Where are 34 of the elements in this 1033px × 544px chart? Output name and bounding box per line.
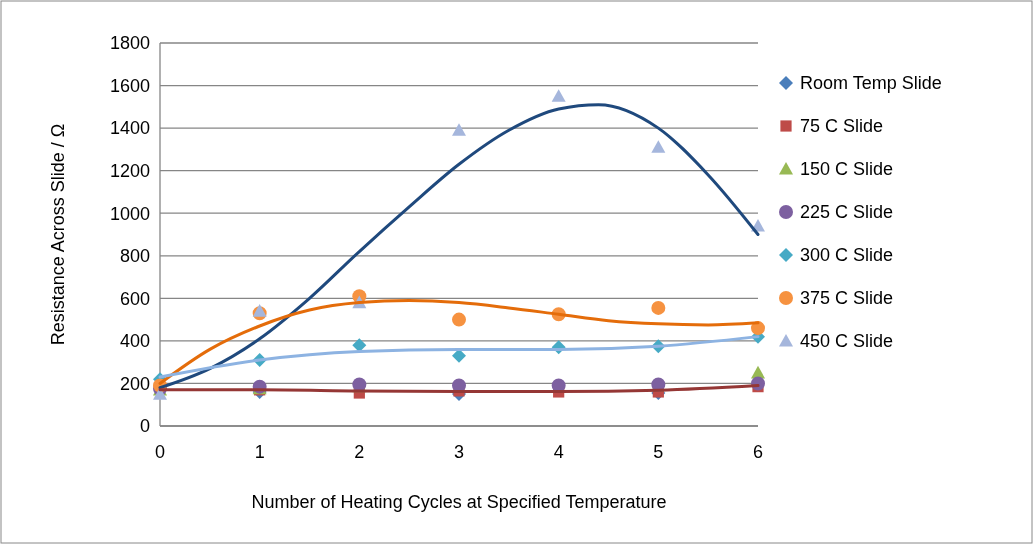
point [651,300,666,315]
x-tick-label: 3 [453,442,465,462]
y-tick-label: 1000 [109,203,150,224]
y-tick-label: 400 [119,331,150,352]
y-axis-title: Resistance Across Slide / Ω [48,123,68,346]
x-tick-label: 0 [154,442,166,462]
legend-label: 450 C Slide [800,331,894,352]
y-tick-label: 1800 [109,33,150,54]
x-tick-label: 5 [653,442,664,462]
x-tick-label: 6 [752,442,764,462]
legend-label: 150 C Slide [800,159,894,180]
y-tick-label: 0 [139,416,150,437]
point [153,387,167,400]
x-tick-label: 1 [254,442,265,462]
point [651,140,666,153]
x-axis-title: Number of Heating Cycles at Specified Temperature [251,492,667,512]
y-tick-label: 1600 [109,75,150,96]
legend-label: Room Temp Slide [800,73,942,94]
y-tick-label: 200 [119,373,150,394]
legend-label: 225 C Slide [800,202,894,223]
y-tick-label: 1200 [109,160,150,181]
legend-label: 300 C Slide [800,245,894,266]
legend-label: 375 C Slide [800,288,894,309]
y-tick-label: 600 [119,288,150,309]
point [452,123,466,136]
legend-label: 75 C Slide [800,116,884,137]
y-tick-label: 800 [119,246,150,267]
point [551,89,566,102]
y-tick-label: 1400 [109,118,150,139]
x-tick-label: 4 [553,442,564,462]
point [352,338,367,353]
point [252,304,267,317]
x-tick-label: 2 [354,442,365,462]
point [452,312,466,327]
